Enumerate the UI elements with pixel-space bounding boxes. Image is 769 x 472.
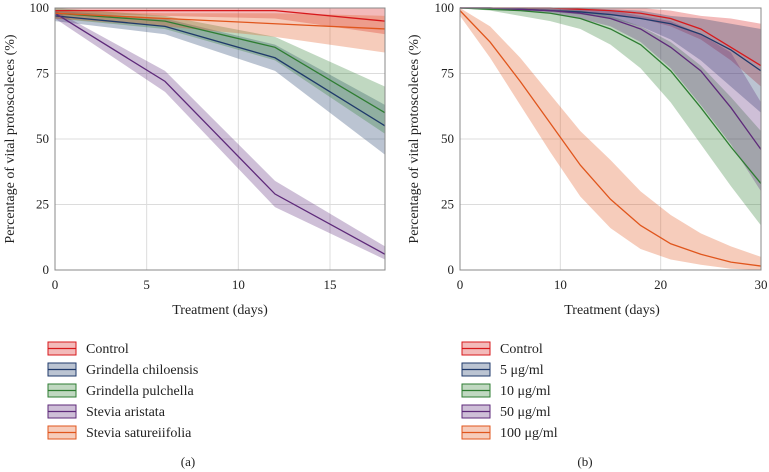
panel-a-legend-item-0: Control [47, 341, 129, 357]
panel-a-xtick-label: 10 [232, 277, 245, 292]
panel-b-legend-item-4: 100 μg/ml [461, 425, 558, 441]
panel-b-band-series-3 [460, 8, 761, 192]
panel-a-xtick-label: 0 [52, 277, 59, 292]
panel-a-xtick-label: 15 [324, 277, 337, 292]
panel-b-xtick-label: 10 [554, 277, 567, 292]
panel-b-legend-label-1: 5 μg/ml [500, 363, 544, 378]
panel-b-ylabel: Percentage of vital protoscoleces (%) [407, 34, 422, 243]
panel-b-line-series-3 [460, 7, 762, 150]
panel-a-ytick-label: 25 [36, 197, 49, 212]
panel-b-ytick-label: 75 [441, 66, 454, 81]
panel-a-label: (a) [181, 454, 195, 469]
panel-a-legend-item-1: Grindella chiloensis [47, 362, 198, 378]
panel-a-line-series-2 [54, 12, 386, 114]
panel-a-legend-item-2: Grindella pulchella [47, 383, 194, 399]
panel-a-legend-item-3: Stevia aristata [47, 404, 166, 420]
panel-b-xtick-label: 20 [654, 277, 667, 292]
panel-b: 0 25 50 75 100 0 10 20 30 Treatment (days) Perce… [407, 0, 768, 469]
panel-b-ytick-label: 25 [441, 197, 454, 212]
panel-a-legend-label-0: Control [86, 342, 129, 357]
panel-b-legend-item-0: Control [461, 341, 543, 357]
panel-b-band-series-0 [460, 8, 761, 87]
panel-b-band-series-4 [460, 8, 761, 270]
panel-a-ytick-label: 75 [36, 66, 49, 81]
panel-b-plot-frame [459, 7, 762, 271]
panel-b-band-series-2 [460, 8, 761, 226]
panel-a-bands [55, 8, 385, 260]
panel-a-legend-item-4: Stevia satureiifolia [47, 425, 192, 441]
panel-a-band-series-0 [55, 8, 385, 35]
panel-b-ytick-label: 0 [448, 262, 455, 277]
panel-b-ticks: 0 25 50 75 100 0 10 20 30 [435, 0, 768, 292]
panel-a-ytick-label: 0 [43, 262, 50, 277]
panel-b-xtick-label: 30 [755, 277, 768, 292]
panel-a-plot-frame [54, 7, 386, 271]
panel-b-xlabel: Treatment (days) [564, 303, 660, 318]
panel-a-band-series-1 [55, 10, 385, 155]
panel-b-xtick-label: 0 [457, 277, 464, 292]
panel-a-legend-label-3: Stevia aristata [86, 405, 166, 420]
panel-a-lines [54, 9, 386, 255]
panel-a-ytick-label: 100 [30, 0, 50, 15]
panel-a-band-series-3 [55, 10, 385, 260]
panel-a-legend: Control Grindella chiloensis Grindella pul… [47, 341, 198, 441]
panel-b-legend-label-0: Control [500, 342, 543, 357]
panel-b-ytick-label: 100 [435, 0, 455, 15]
panel-b-legend: Control 5 μg/ml 10 μg/ml 50 μg/ml 100 μg/ml [461, 341, 558, 441]
panel-b-legend-item-3: 50 μg/ml [461, 404, 551, 420]
panel-a-ylabel: Percentage of vital protoscoleces (%) [3, 34, 18, 243]
panel-a-band-series-2 [55, 8, 385, 134]
panel-a-ticks: 0 25 50 75 100 0 5 10 15 [30, 0, 337, 292]
panel-a-line-series-1 [54, 15, 386, 127]
panel-a-line-series-4 [54, 12, 386, 30]
panel-b-line-series-2 [459, 7, 762, 184]
panel-a-line-series-0 [55, 9, 386, 22]
panel-a-xlabel: Treatment (days) [172, 303, 268, 318]
panel-b-band-series-1 [460, 8, 761, 113]
panel-a-legend-label-2: Grindella pulchella [86, 384, 194, 399]
panel-b-legend-item-1: 5 μg/ml [461, 362, 544, 378]
panel-a-xtick-label: 5 [143, 277, 150, 292]
panel-b-legend-label-4: 100 μg/ml [500, 426, 558, 441]
panel-a-ytick-label: 50 [36, 131, 49, 146]
panel-a: 0 25 50 75 100 0 5 10 15 Treatment (days) Percen… [3, 0, 386, 469]
panel-b-legend-label-2: 10 μg/ml [500, 384, 551, 399]
panel-b-legend-label-3: 50 μg/ml [500, 405, 551, 420]
panel-b-label: (b) [577, 454, 592, 469]
panel-b-ytick-label: 50 [441, 131, 454, 146]
panel-b-legend-item-2: 10 μg/ml [461, 383, 551, 399]
panel-b-bands [460, 8, 761, 270]
panel-a-legend-label-4: Stevia satureiifolia [86, 426, 192, 441]
panel-b-line-series-4 [459, 10, 762, 267]
panel-a-band-series-4 [55, 10, 385, 53]
panel-a-line-series-3 [54, 12, 386, 255]
panel-a-legend-label-1: Grindella chiloensis [86, 363, 198, 378]
panel-b-lines [459, 7, 762, 267]
